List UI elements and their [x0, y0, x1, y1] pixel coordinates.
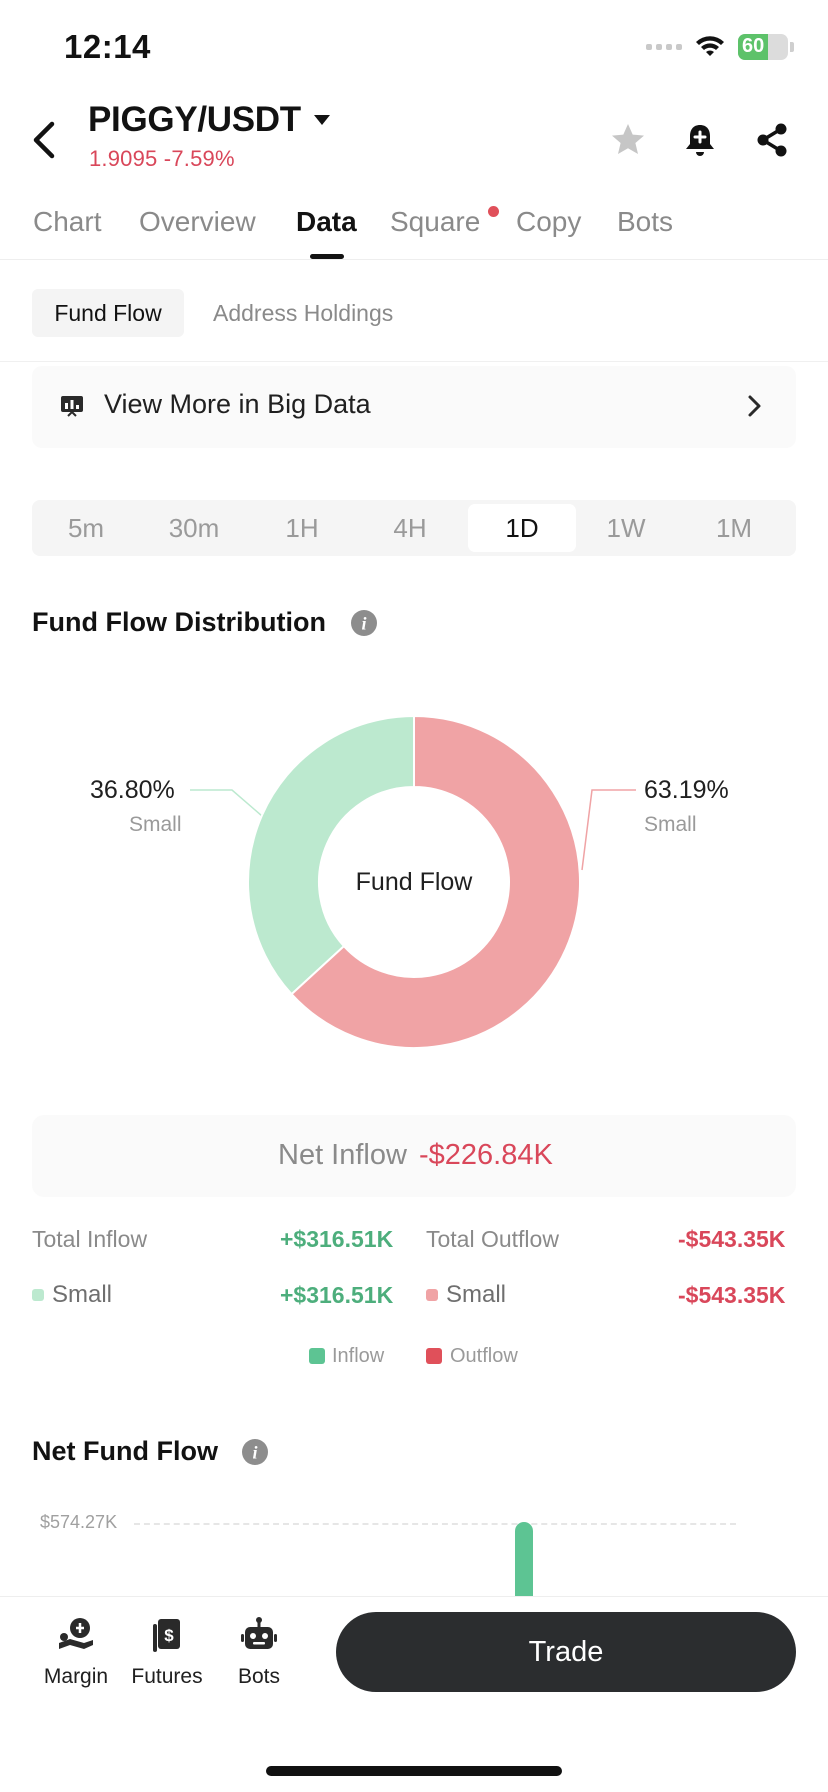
tab-chart[interactable]: Chart: [33, 206, 102, 237]
fund-flow-donut-chart: [247, 714, 581, 1049]
inflow-small-label: Small: [52, 1281, 113, 1308]
timeframe-selector: 5m 30m 1H 4H 1D 1W 1M: [32, 500, 796, 556]
info-icon[interactable]: i: [350, 609, 378, 637]
robot-icon: [241, 1617, 277, 1649]
right-percent-label: 63.19%: [644, 776, 729, 804]
legend-inflow-swatch: [309, 1348, 325, 1364]
notification-dot: [488, 206, 499, 217]
futures-nav-item[interactable]: $ Futures: [122, 1615, 212, 1689]
tab-bots[interactable]: Bots: [617, 206, 674, 237]
left-category-label: Small: [129, 813, 182, 836]
futures-icon: $: [153, 1619, 180, 1652]
star-icon[interactable]: [608, 120, 648, 160]
home-indicator: [266, 1766, 562, 1776]
legend-outflow-label: Outflow: [450, 1345, 518, 1367]
trade-button[interactable]: Trade: [336, 1612, 796, 1692]
big-data-label[interactable]: View More in Big Data: [104, 389, 371, 419]
total-inflow-value: +$316.51K: [280, 1226, 394, 1252]
bots-nav-item[interactable]: Bots: [214, 1615, 304, 1689]
distribution-title: Fund Flow Distribution: [32, 607, 326, 637]
timeframe-30m[interactable]: 30m: [168, 512, 220, 543]
cellular-signal-icon: [646, 44, 682, 50]
svg-text:$: $: [164, 1626, 174, 1645]
y-axis-max-label: $574.27K: [40, 1512, 118, 1532]
subtab-address-holdings[interactable]: Address Holdings: [213, 300, 394, 326]
caret-down-icon[interactable]: [312, 113, 332, 127]
price-change: 1.9095 -7.59%: [89, 146, 235, 171]
chevron-right-icon[interactable]: [745, 394, 763, 418]
timeframe-4h[interactable]: 4H: [393, 512, 427, 543]
net-flow-bar: [515, 1522, 533, 1600]
battery-cap: [790, 42, 794, 52]
donut-center-label: Fund Flow: [355, 868, 473, 896]
futures-label: Futures: [131, 1665, 203, 1688]
battery-level: 60: [742, 35, 765, 57]
status-time: 12:14: [64, 28, 151, 65]
inflow-small-value: +$316.51K: [280, 1282, 394, 1308]
timeframe-1h[interactable]: 1H: [285, 512, 319, 543]
left-percent-label: 36.80%: [90, 776, 175, 804]
total-outflow-value: -$543.35K: [678, 1226, 786, 1252]
net-inflow-value: -$226.84K: [419, 1139, 553, 1171]
tab-overview[interactable]: Overview: [139, 206, 256, 237]
pair-title[interactable]: PIGGY/USDT: [88, 100, 301, 139]
tab-active-indicator: [310, 254, 344, 259]
timeframe-1d[interactable]: 1D: [468, 504, 576, 552]
bell-add-icon[interactable]: [680, 120, 720, 160]
tab-data[interactable]: Data: [296, 206, 357, 237]
net-fund-flow-title: Net Fund Flow: [32, 1436, 218, 1466]
chart-board-icon: [61, 396, 83, 417]
total-outflow-label: Total Outflow: [426, 1226, 559, 1252]
timeframe-1w[interactable]: 1W: [606, 512, 646, 543]
main-tabs: Chart Overview Data Square Copy Bots: [0, 202, 828, 260]
info-icon[interactable]: i: [241, 1438, 269, 1466]
status-icons: 60: [646, 34, 794, 60]
svg-text:i: i: [252, 1443, 257, 1463]
net-inflow-box: [32, 1115, 796, 1197]
legend-outflow-swatch: [426, 1348, 442, 1364]
outflow-small-value: -$543.35K: [678, 1282, 786, 1308]
legend-inflow-label: Inflow: [332, 1345, 385, 1367]
big-data-link[interactable]: [32, 366, 796, 448]
tab-copy[interactable]: Copy: [516, 206, 582, 237]
gridline: [134, 1523, 736, 1525]
tab-square[interactable]: Square: [390, 206, 481, 237]
outflow-small-dot: [426, 1289, 438, 1301]
bots-label: Bots: [237, 1665, 281, 1688]
right-category-label: Small: [644, 813, 697, 836]
timeframe-1m[interactable]: 1M: [715, 512, 753, 543]
divider: [0, 361, 828, 362]
svg-text:i: i: [361, 614, 366, 634]
timeframe-5m[interactable]: 5m: [67, 512, 105, 543]
back-icon[interactable]: [28, 118, 62, 162]
margin-label: Margin: [43, 1665, 109, 1688]
total-inflow-label: Total Inflow: [32, 1226, 148, 1252]
battery-icon: 60: [738, 34, 788, 60]
share-icon[interactable]: [752, 120, 792, 160]
inflow-small-dot: [32, 1289, 44, 1301]
subtab-fund-flow[interactable]: Fund Flow: [32, 289, 184, 337]
margin-nav-item[interactable]: Margin: [31, 1615, 121, 1689]
wifi-icon: [696, 36, 724, 56]
margin-icon: [59, 1618, 93, 1649]
net-inflow-label: Net Inflow: [278, 1139, 407, 1171]
outflow-small-label: Small: [446, 1281, 507, 1308]
